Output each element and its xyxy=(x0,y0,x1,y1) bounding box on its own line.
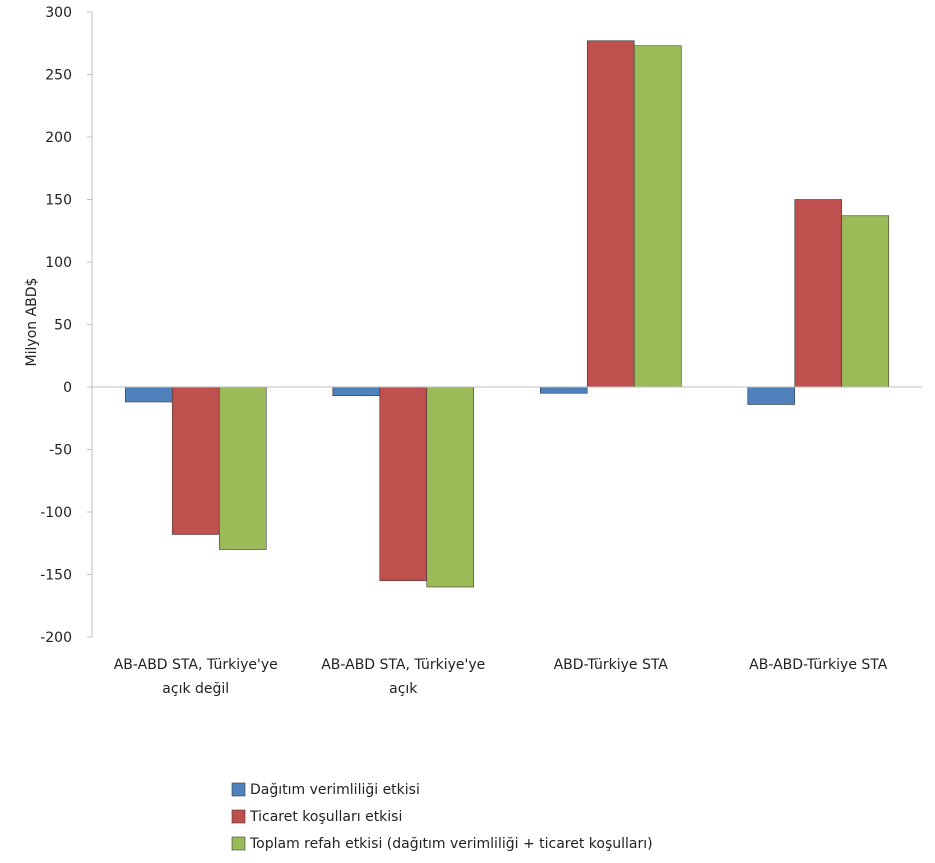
legend: Dağıtım verimliliği etkisi Ticaret koşull… xyxy=(231,782,653,852)
y-tick-label: -200 xyxy=(40,630,72,646)
bar-1-1 xyxy=(124,386,173,403)
y-tick-label: 50 xyxy=(54,318,72,334)
category-label: ABD-Türkiye STA xyxy=(554,657,669,673)
y-tick-label: -100 xyxy=(40,505,72,521)
y-tick-label: 150 xyxy=(45,193,72,209)
bar-2-3 xyxy=(586,40,635,388)
legend-label-1: Dağıtım verimliliği etkisi xyxy=(250,782,420,798)
bar-3-2 xyxy=(426,386,475,588)
bar-3-1 xyxy=(218,386,267,550)
bar-2-4 xyxy=(794,199,843,388)
y-axis-label: Milyon ABD$ xyxy=(24,278,40,367)
legend-swatch-3 xyxy=(231,836,246,851)
legend-swatch-2 xyxy=(231,809,246,824)
bar-1-4 xyxy=(747,386,796,405)
bar-3-4 xyxy=(841,215,890,388)
bar-2-1 xyxy=(171,386,220,535)
bars xyxy=(124,40,890,588)
y-tick-labels: 300 250 200 150 100 50 0 -50 -100 -150 -200 xyxy=(40,5,92,646)
bar-3-3 xyxy=(633,45,682,388)
y-tick-label: 250 xyxy=(45,68,72,84)
bar-1-2 xyxy=(332,386,381,397)
category-label: AB-ABD-Türkiye STA xyxy=(749,657,888,673)
y-tick-label: 200 xyxy=(45,130,72,146)
y-tick-label: -50 xyxy=(49,443,72,459)
y-tick-label: -150 xyxy=(40,568,72,584)
legend-swatch-1 xyxy=(231,782,246,797)
legend-label-3: Toplam refah etkisi (dağıtım verimliliği… xyxy=(249,836,653,852)
category-label: açık xyxy=(389,681,418,697)
legend-label-2: Ticaret koşulları etkisi xyxy=(249,809,402,825)
y-tick-label: 100 xyxy=(45,255,72,271)
bar-1-3 xyxy=(539,386,588,394)
category-label: açık değil xyxy=(162,681,229,697)
bar-2-2 xyxy=(379,386,428,582)
category-label: AB-ABD STA, Türkiye'ye xyxy=(321,657,485,673)
y-tick-label: 300 xyxy=(45,5,72,21)
y-tick-label: 0 xyxy=(63,380,72,396)
category-label: AB-ABD STA, Türkiye'ye xyxy=(114,657,278,673)
category-labels: AB-ABD STA, Türkiye'ye açık değil AB-ABD S… xyxy=(114,657,888,697)
